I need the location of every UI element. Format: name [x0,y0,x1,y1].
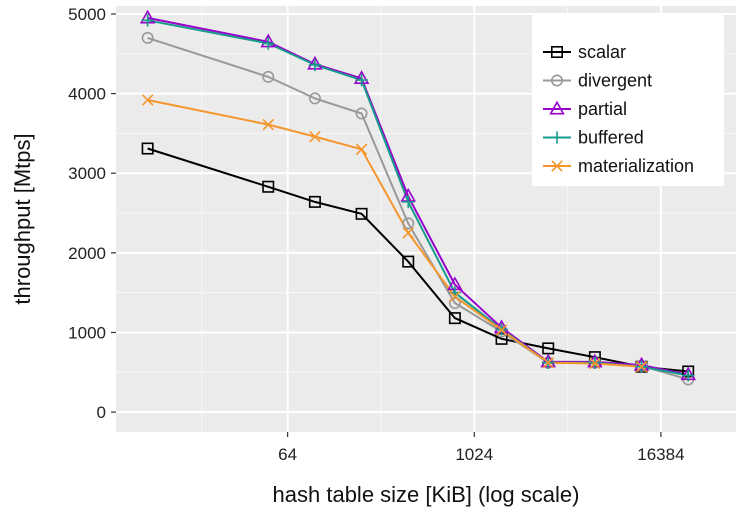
data-point-materialization [589,357,601,370]
data-point-materialization [402,227,414,239]
data-point-materialization [355,143,368,156]
y-tick-label: 1000 [68,323,106,342]
data-point-divergent [402,217,415,230]
legend: scalar divergent partial buffered materializ… [532,14,724,186]
y-axis-title: throughput [Mtps] [10,133,35,304]
data-point-buffered [355,73,368,87]
x-tick-label: 16384 [637,445,684,464]
series-lines [147,16,689,381]
data-point-scalar [402,255,415,268]
data-point-buffered [308,58,322,72]
data-point-buffered [262,37,275,50]
data-point-scalar [262,180,275,193]
legend-marker-partial [549,100,565,115]
data-point-divergent [141,31,154,44]
data-point-scalar [542,342,555,355]
legend-label-materialization: materialization [578,156,694,176]
data-point-scalar [355,207,368,220]
legend-marker-divergent [550,74,563,87]
data-point-scalar [141,142,154,155]
data-point-scalar [308,195,321,208]
legend-box [532,14,724,186]
data-point-materialization [141,94,154,106]
x-tick-label: 1024 [455,445,493,464]
data-point-materialization [262,118,275,131]
legend-label-divergent: divergent [578,71,652,91]
legend-label-partial: partial [578,99,627,119]
data-point-materialization [449,290,461,303]
x-tick-label: 64 [278,445,297,464]
data-point-scalar [448,312,461,325]
legend-label-scalar: scalar [578,42,626,62]
y-tick-label: 5000 [68,5,106,24]
data-point-divergent [308,92,321,105]
y-axis: 0 1000 2000 3000 4000 5000 [68,5,116,422]
y-tick-label: 4000 [68,85,106,104]
x-axis-title: hash table size [KiB] (log scale) [273,482,580,507]
data-point-buffered [402,195,415,209]
x-axis: 64 1024 16384 [278,432,685,464]
series-line-scalar [147,147,689,373]
series-points [139,9,696,386]
series-line-materialization [147,99,642,368]
y-tick-label: 0 [97,403,106,422]
data-point-divergent [355,107,368,120]
data-point-buffered [141,14,154,27]
data-point-materialization [542,356,554,369]
data-point-materialization [495,324,508,336]
data-point-divergent [262,70,275,83]
legend-label-buffered: buffered [578,128,644,148]
legend-marker-buffered [550,131,564,144]
data-point-buffered [681,369,695,382]
legend-marker-materialization [551,160,563,172]
y-tick-label: 2000 [68,244,106,263]
y-tick-label: 3000 [68,164,106,183]
data-point-materialization [309,130,321,143]
legend-marker-scalar [550,45,563,58]
data-point-materialization [635,360,648,373]
